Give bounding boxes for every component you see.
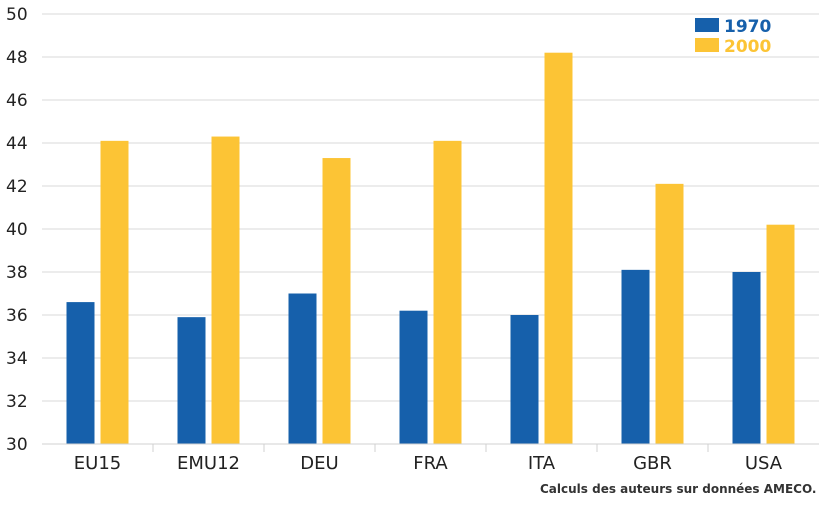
legend-swatch-2000 [695,38,719,52]
y-tick-label: 34 [6,349,28,369]
x-tick-label: EU15 [74,453,121,474]
y-tick-label: 30 [6,435,28,455]
y-tick-label: 36 [6,306,28,326]
category-separators [152,444,709,452]
y-tick-label: 46 [6,91,28,111]
y-tick-label: 48 [6,48,28,68]
y-tick-label: 42 [6,177,28,197]
bar-1970-EU15 [66,302,95,444]
x-tick-label: EMU12 [177,453,240,474]
y-tick-label: 40 [6,220,28,240]
bar-2000-DEU [322,158,351,445]
bar-2000-EMU12 [211,136,240,445]
x-axis-category-labels: EU15 EMU12 DEU FRA ITA GBR USA [74,453,783,474]
x-tick-label: GBR [633,453,672,474]
bar-2000-USA [766,224,795,444]
bar-1970-USA [732,272,761,444]
x-tick-label: USA [745,453,783,474]
y-tick-label: 44 [6,134,28,154]
bars [66,52,795,445]
legend-swatch-1970 [695,18,719,32]
bar-1970-FRA [399,310,428,444]
gridlines [42,13,819,402]
source-note: Calculs des auteurs sur données AMECO. [540,482,817,496]
bar-1970-DEU [288,293,317,444]
legend-label-2000: 2000 [724,37,771,57]
x-tick-label: ITA [528,453,556,474]
y-tick-label: 38 [6,263,28,283]
legend-label-1970: 1970 [724,17,771,37]
bar-2000-FRA [433,140,462,444]
y-tick-label: 50 [6,5,28,25]
x-tick-label: FRA [413,453,448,474]
x-tick-label: DEU [300,453,338,474]
bar-2000-ITA [544,52,573,444]
bar-1970-EMU12 [177,317,206,444]
bar-1970-GBR [621,269,650,444]
bar-2000-GBR [655,183,684,444]
y-axis-tick-labels: 30 32 34 36 38 40 42 44 46 48 50 [6,5,28,455]
bar-2000-EU15 [100,140,129,444]
bar-1970-ITA [510,315,539,444]
y-tick-label: 32 [6,392,28,412]
